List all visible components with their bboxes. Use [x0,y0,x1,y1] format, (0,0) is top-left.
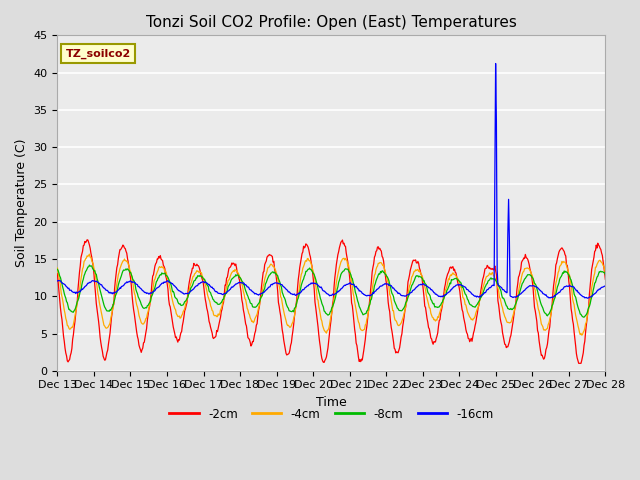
Y-axis label: Soil Temperature (C): Soil Temperature (C) [15,139,28,267]
X-axis label: Time: Time [316,396,347,409]
Legend: -2cm, -4cm, -8cm, -16cm: -2cm, -4cm, -8cm, -16cm [164,403,499,425]
Text: TZ_soilco2: TZ_soilco2 [66,49,131,59]
Title: Tonzi Soil CO2 Profile: Open (East) Temperatures: Tonzi Soil CO2 Profile: Open (East) Temp… [146,15,517,30]
